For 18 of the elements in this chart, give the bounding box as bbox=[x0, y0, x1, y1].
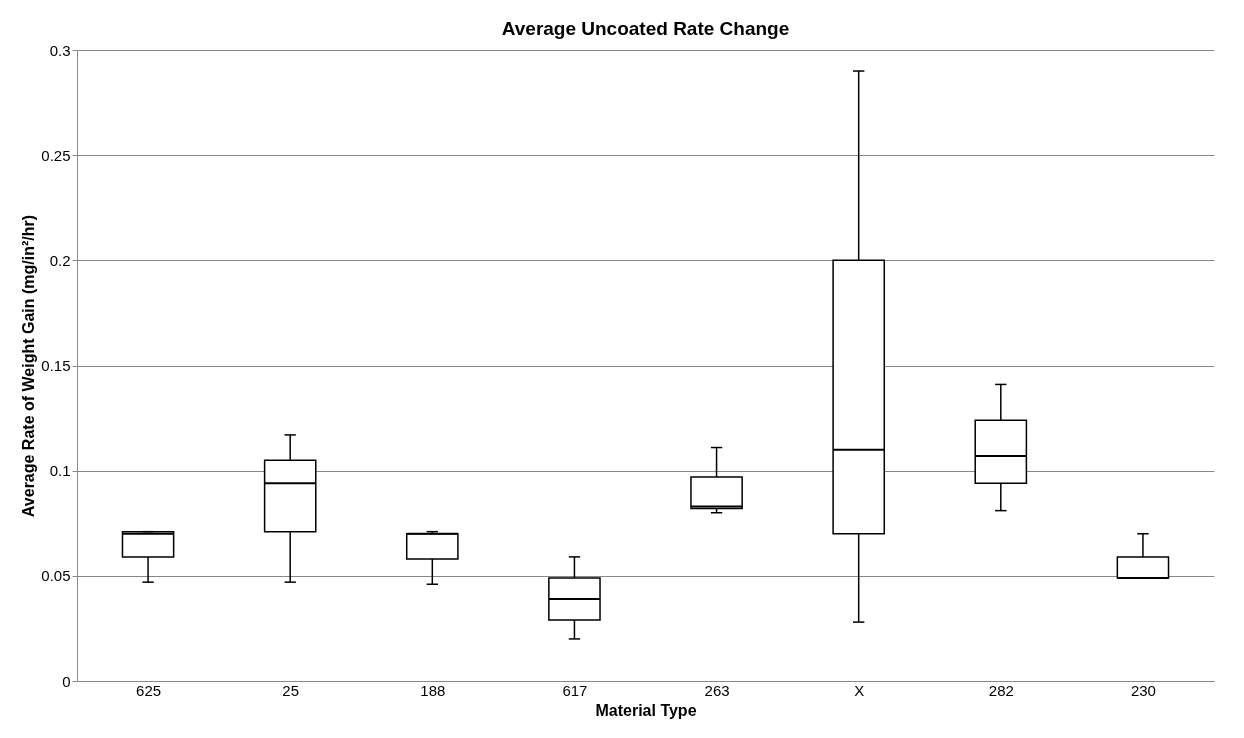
y-tick-label: 0.1 bbox=[49, 462, 71, 480]
y-tick-label: 0.05 bbox=[41, 567, 71, 585]
x-tick-label: X bbox=[854, 681, 865, 699]
x-tick-label: 188 bbox=[420, 681, 446, 699]
y-tick-label: 0.3 bbox=[49, 41, 71, 59]
x-tick-label: 263 bbox=[704, 681, 730, 699]
y-tick-label: 0.25 bbox=[41, 146, 71, 164]
x-tick-label: 25 bbox=[282, 681, 300, 699]
y-axis-title: Average Rate of Weight Gain (mg/in²/hr) bbox=[20, 214, 38, 518]
x-tick-label: 230 bbox=[1130, 681, 1156, 699]
x-tick-label: 617 bbox=[562, 681, 588, 699]
y-tick-label: 0.2 bbox=[49, 251, 71, 269]
x-axis-title: Material Type bbox=[595, 701, 697, 719]
x-tick-label: 282 bbox=[988, 681, 1014, 699]
x-tick-label: 625 bbox=[136, 681, 162, 699]
y-tick-label: 0 bbox=[62, 672, 71, 690]
y-tick-label: 0.15 bbox=[41, 357, 71, 374]
chart-title: Average Uncoated Rate Change bbox=[501, 18, 790, 39]
